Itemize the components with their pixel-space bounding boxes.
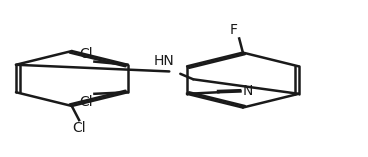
Text: Cl: Cl [79, 95, 93, 109]
Text: N: N [242, 84, 253, 98]
Text: Cl: Cl [79, 47, 93, 61]
Text: HN: HN [154, 54, 175, 68]
Text: Cl: Cl [72, 121, 86, 135]
Text: F: F [230, 23, 238, 37]
